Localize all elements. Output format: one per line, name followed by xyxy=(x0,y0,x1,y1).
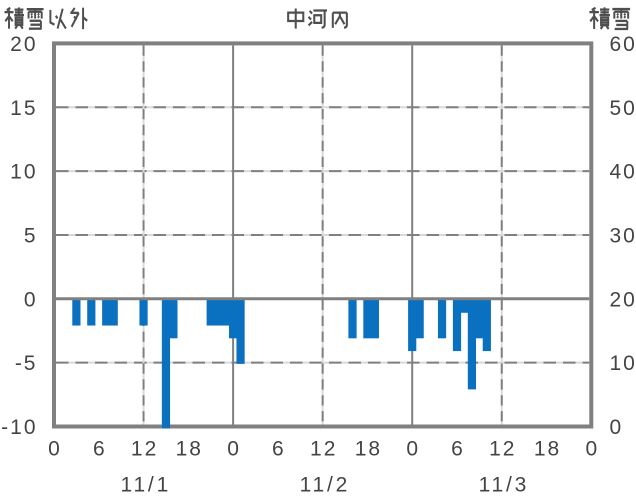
svg-text:11/1: 11/1 xyxy=(121,474,172,497)
svg-text:11/2: 11/2 xyxy=(300,474,351,497)
svg-text:15: 15 xyxy=(10,97,37,120)
svg-text:6: 6 xyxy=(93,438,105,461)
svg-text:20: 20 xyxy=(10,33,37,56)
svg-text:6: 6 xyxy=(272,438,284,461)
svg-text:10: 10 xyxy=(10,161,37,184)
svg-text:12: 12 xyxy=(489,438,516,461)
svg-text:6: 6 xyxy=(451,438,463,461)
svg-text:0: 0 xyxy=(48,438,60,461)
svg-text:12: 12 xyxy=(131,438,158,461)
svg-text:0: 0 xyxy=(610,416,622,439)
svg-text:0: 0 xyxy=(227,438,239,461)
svg-text:18: 18 xyxy=(176,438,203,461)
svg-text:-10: -10 xyxy=(1,416,37,439)
svg-text:20: 20 xyxy=(610,288,636,311)
svg-text:0: 0 xyxy=(406,438,418,461)
svg-text:60: 60 xyxy=(610,33,636,56)
svg-text:0: 0 xyxy=(585,438,597,461)
svg-text:10: 10 xyxy=(610,352,636,375)
svg-text:50: 50 xyxy=(610,97,636,120)
svg-text:5: 5 xyxy=(24,225,36,248)
svg-text:18: 18 xyxy=(355,438,382,461)
svg-text:11/3: 11/3 xyxy=(479,474,530,497)
svg-text:12: 12 xyxy=(310,438,337,461)
svg-text:18: 18 xyxy=(534,438,561,461)
svg-text:0: 0 xyxy=(24,288,36,311)
svg-text:30: 30 xyxy=(610,225,636,248)
svg-text:40: 40 xyxy=(610,161,636,184)
svg-text:-5: -5 xyxy=(15,352,38,375)
